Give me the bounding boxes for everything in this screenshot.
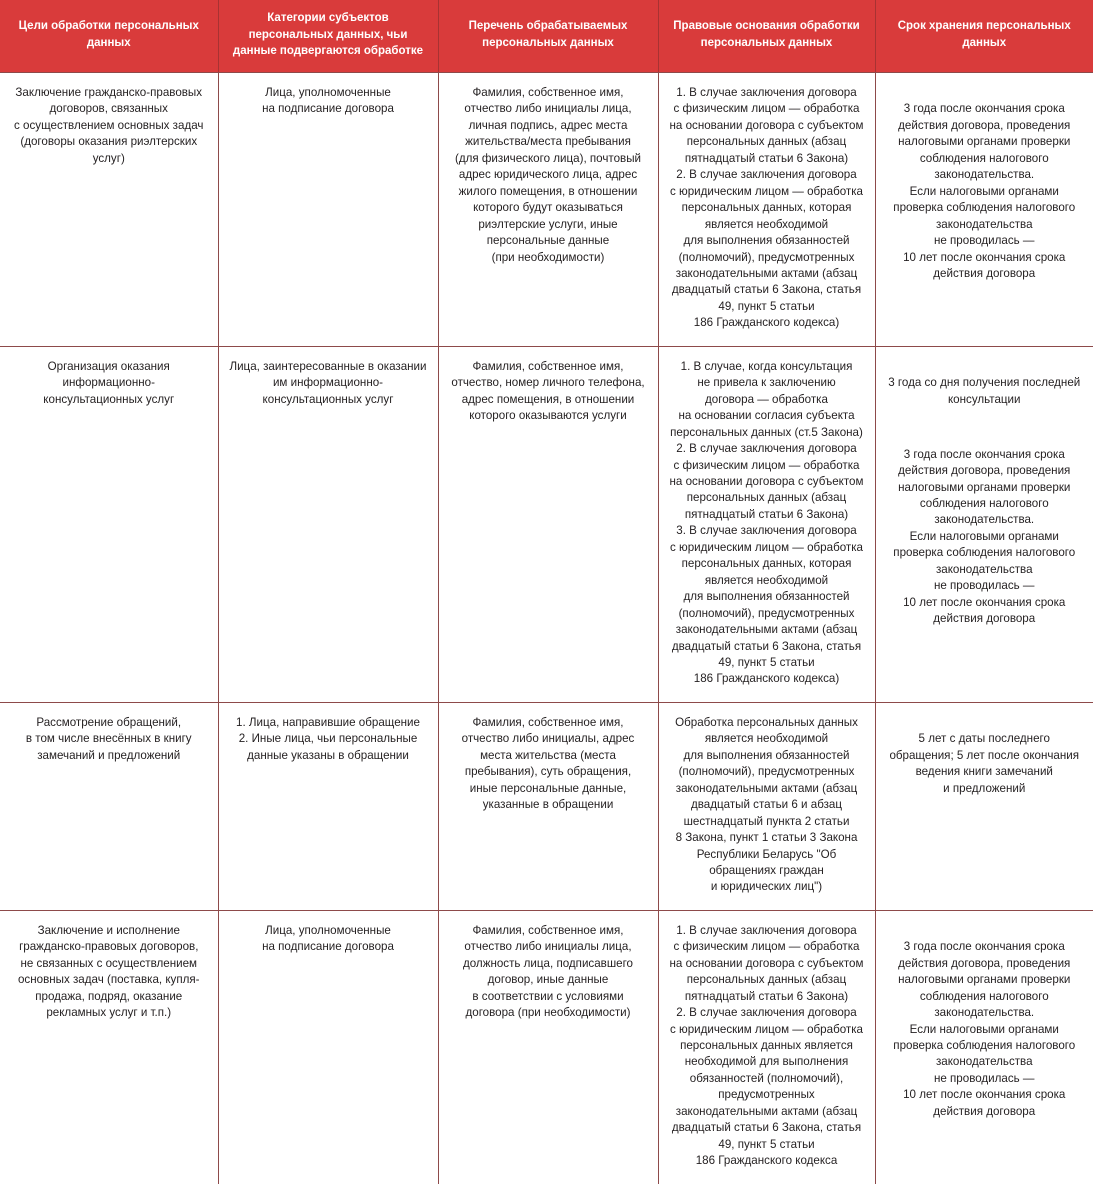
cell-subjects: Лица, заинтересованные в оказании им инф…: [218, 346, 439, 703]
cell-retention-paragraph-2: 3 года после окончания срока действия до…: [893, 447, 1076, 626]
table-row: Организация оказания информационно- конс…: [0, 346, 1093, 703]
cell-subjects: 1. Лица, направившие обращение 2. Иные л…: [218, 702, 439, 911]
column-header-data-list: Перечень обрабатываемых персональных дан…: [438, 0, 659, 74]
table-row: Заключение и исполнение гражданско-право…: [0, 910, 1093, 1184]
cell-retention: 5 лет с даты последнего обращения; 5 лет…: [875, 702, 1093, 911]
cell-data-list: Фамилия, собственное имя, отчество либо …: [438, 910, 659, 1184]
cell-retention: 3 года после окончания срока действия до…: [875, 910, 1093, 1183]
table-header: Цели обработки персональных данных Катег…: [0, 0, 1093, 74]
cell-purpose: Организация оказания информационно- конс…: [0, 346, 219, 703]
cell-retention: 3 года после окончания срока действия до…: [875, 72, 1093, 347]
cell-retention-paragraph-1: 3 года со дня получения последней консул…: [888, 376, 1081, 406]
cell-purpose: Заключение гражданско-правовых договоров…: [0, 72, 219, 347]
table-row: Заключение гражданско-правовых договоров…: [0, 72, 1093, 347]
table-row: Рассмотрение обращений, в том числе внес…: [0, 702, 1093, 911]
cell-legal-basis: 1. В случае заключения договора с физиче…: [658, 910, 876, 1184]
column-header-legal-basis: Правовые основания обработки персональны…: [658, 0, 876, 74]
cell-purpose: Рассмотрение обращений, в том числе внес…: [0, 702, 219, 911]
header-row: Цели обработки персональных данных Катег…: [0, 0, 1093, 74]
cell-data-list: Фамилия, собственное имя, отчество либо …: [438, 702, 659, 911]
column-header-purpose: Цели обработки персональных данных: [0, 0, 219, 74]
cell-subjects: Лица, уполномоченные на подписание догов…: [218, 910, 439, 1184]
cell-data-list: Фамилия, собственное имя, отчество, номе…: [438, 346, 659, 703]
cell-purpose: Заключение и исполнение гражданско-право…: [0, 910, 219, 1184]
table-body: Заключение гражданско-правовых договоров…: [0, 72, 1093, 1184]
cell-subjects: Лица, уполномоченные на подписание догов…: [218, 72, 439, 347]
cell-retention-paragraph-1: 5 лет с даты последнего обращения; 5 лет…: [889, 732, 1080, 795]
cell-legal-basis: 1. В случае, когда консультация не приве…: [658, 346, 876, 703]
cell-retention-paragraph-1: 3 года после окончания срока действия до…: [893, 940, 1076, 1118]
cell-legal-basis: Обработка персональных данных является н…: [658, 702, 876, 911]
cell-legal-basis: 1. В случае заключения договора с физиче…: [658, 72, 876, 347]
cell-data-list: Фамилия, собственное имя, отчество либо …: [438, 72, 659, 347]
column-header-retention: Срок хранения персональных данных: [875, 0, 1093, 74]
cell-retention: 3 года со дня получения последней консул…: [875, 346, 1093, 703]
column-header-subjects: Категории субъектов персональных данных,…: [218, 0, 439, 74]
cell-retention-paragraph-1: 3 года после окончания срока действия до…: [893, 102, 1076, 280]
